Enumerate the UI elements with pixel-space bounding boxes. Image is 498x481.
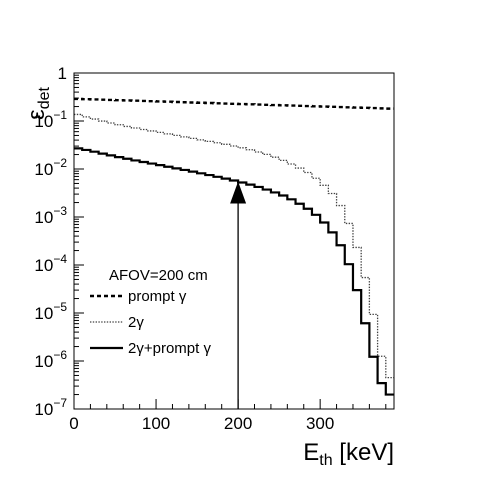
series-layer	[74, 97, 394, 396]
series-line-dotted	[74, 113, 394, 379]
x-tick-label: 200	[224, 414, 252, 433]
arrow-head	[230, 181, 247, 204]
y-tick-label: 10−6	[34, 348, 67, 371]
x-axis-title-unit: [keV]	[333, 439, 394, 466]
series-line-dashed	[74, 97, 394, 110]
x-axis-title-sub: th	[319, 452, 332, 469]
axis-ticks: 0 100 200 300 1 10−1 10−2 10−3 10−4 10−5 10−6 10−7	[34, 64, 387, 433]
y-axis-title-main: ε	[23, 109, 50, 120]
y-tick-label: 10−3	[34, 204, 67, 227]
y-tick-label: 10−1	[34, 108, 67, 131]
x-axis-title: Eth [keV]	[303, 439, 394, 469]
x-axis-title-main: E	[303, 439, 319, 466]
y-tick-label: 10−4	[34, 252, 67, 275]
legend: AFOV=200 cm prompt γ 2γ 2γ+prompt γ	[90, 267, 211, 357]
series-line-solid	[74, 147, 394, 396]
y-tick-label: 1	[58, 64, 67, 83]
y-tick-label: 10−7	[34, 396, 67, 419]
legend-label: prompt γ	[128, 288, 187, 305]
legend-header: AFOV=200 cm	[109, 267, 208, 284]
y-axis-title: εdet	[23, 87, 53, 121]
legend-label: 2γ+prompt γ	[128, 340, 211, 357]
x-tick-label: 100	[142, 414, 170, 433]
y-axis-title-sub: det	[36, 87, 53, 110]
x-tick-label: 300	[306, 414, 334, 433]
y-tick-label: 10−2	[34, 156, 67, 179]
legend-label: 2γ	[128, 314, 144, 331]
plot-frame	[73, 72, 395, 410]
y-tick-label: 10−5	[34, 300, 67, 323]
annotation-layer	[230, 181, 247, 409]
x-tick-label: 0	[69, 414, 78, 433]
